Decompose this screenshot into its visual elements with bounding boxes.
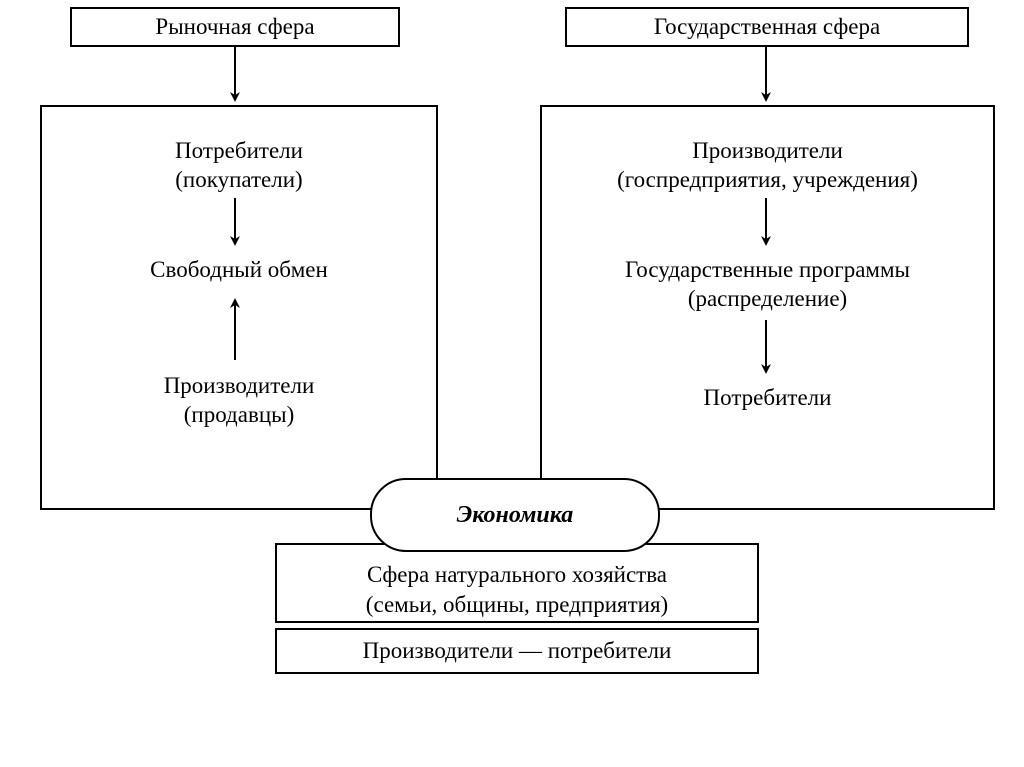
right-item-2-line1: Государственные программы [625,257,910,282]
bottom-box-2: Производители — потребители [275,628,759,674]
left-header-box: Рыночная сфера [70,7,400,47]
center-pill-label: Экономика [457,502,574,529]
right-item-2-line2: (распределение) [688,286,847,311]
bottom-box-1: Сфера натурального хозяйства (семьи, общ… [275,543,759,623]
bottom-box-1-line2: (семьи, общины, предприятия) [366,590,668,620]
left-item-3-line1: Производители [164,373,315,398]
left-item-2: Свободный обмен [42,256,436,285]
right-item-1-line2: (госпредприятия, учреждения) [617,167,918,192]
diagram-root: Рыночная сфера Государственная сфера Пот… [0,0,1024,767]
right-item-1: Производители (госпредприятия, учреждени… [542,137,993,195]
right-big-box: Производители (госпредприятия, учреждени… [540,105,995,510]
right-item-3: Потребители [542,384,993,413]
left-item-3-line2: (продавцы) [184,402,295,427]
left-header-label: Рыночная сфера [155,14,314,40]
bottom-box-1-line1: Сфера натурального хозяйства [367,560,667,590]
left-item-1-line1: Потребители [175,138,303,163]
left-item-1: Потребители (покупатели) [42,137,436,195]
left-item-1-line2: (покупатели) [175,167,302,192]
right-header-box: Государственная сфера [565,7,969,47]
right-item-1-line1: Производители [692,138,843,163]
left-big-box: Потребители (покупатели) Свободный обмен… [40,105,438,510]
left-item-2-line1: Свободный обмен [150,257,328,282]
center-pill: Экономика [370,478,660,552]
right-header-label: Государственная сфера [654,14,880,40]
right-item-2: Государственные программы (распределение… [542,256,993,314]
right-item-3-line1: Потребители [704,385,832,410]
bottom-box-2-text: Производители — потребители [363,636,672,666]
left-item-3: Производители (продавцы) [42,372,436,430]
